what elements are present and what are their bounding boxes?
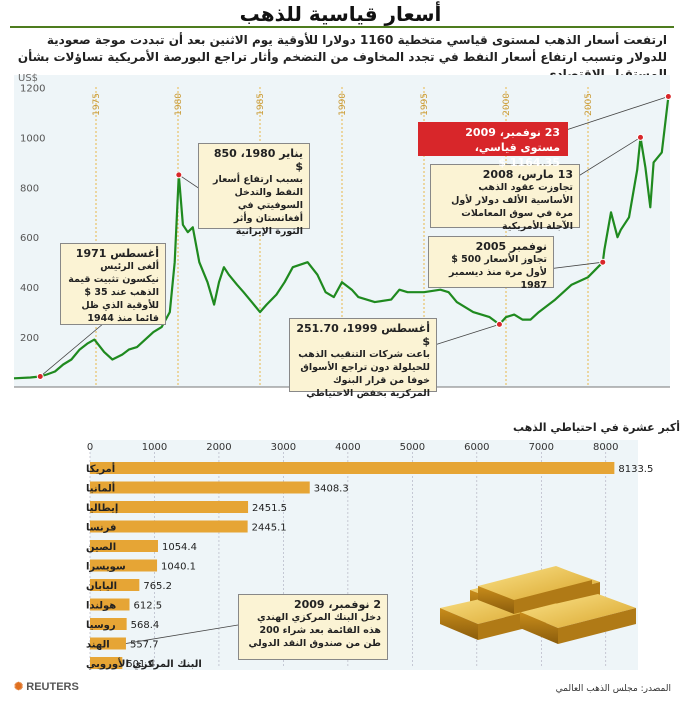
y-tick-label: 1200 <box>20 83 45 94</box>
x-tick-label: 1995 <box>420 93 430 116</box>
callout-2009-head: 23 نوفمبر، 2009 <box>465 126 560 139</box>
point-1980 <box>175 171 183 179</box>
y-axis-label: US$ <box>18 73 38 84</box>
source-note: المصدر: مجلس الذهب العالمي <box>555 684 671 694</box>
y-tick-label: 600 <box>20 233 39 244</box>
callout-2008-head: 13 مارس، 2008 <box>482 168 573 181</box>
bar-8 <box>90 618 127 630</box>
bar-value-label: 568.4 <box>131 620 160 631</box>
bar-value-label: 765.2 <box>143 581 172 592</box>
callout-1971: أغسطس 1971 ألغى الرئيس نيكسون تثبيت قيمة … <box>60 243 166 325</box>
point-2008 <box>636 133 644 141</box>
reuters-dot-icon: ✺ <box>14 681 24 693</box>
bar-1 <box>90 481 310 494</box>
india-leader <box>125 624 239 644</box>
title-divider <box>10 26 674 28</box>
bar-6 <box>90 579 140 591</box>
bar-x-tick-label: 2000 <box>206 442 231 453</box>
callout-1971-body: ألغى الرئيس نيكسون تثبيت قيمة الذهب عند … <box>68 261 159 324</box>
bar-category-label: فرنسا <box>86 523 116 534</box>
bar-value-label: 612.5 <box>133 601 162 612</box>
point-2009-leader <box>559 96 669 133</box>
callout-1999: أغسطس 1999، 251.70 $ باعت شركات التنقيب ا… <box>289 318 437 399</box>
callout-1999-body: باعت شركات التنقيب الذهب للحيلولة دون تر… <box>298 349 430 399</box>
x-tick-label: 1980 <box>174 93 184 116</box>
bar-value-label: 8133.5 <box>618 464 653 475</box>
callout-2005-body: تجاوز الأسعار 500 $ لأول مرة منذ ديسمبر … <box>448 254 547 291</box>
gold-price-line <box>13 96 670 380</box>
bar-x-tick-label: 7000 <box>529 442 554 453</box>
point-2005 <box>599 258 607 266</box>
callout-2005-head: نوفمبر 2005 <box>475 240 547 253</box>
point-1971-leader <box>39 317 111 377</box>
bar-0 <box>90 462 615 474</box>
y-tick-label: 1000 <box>20 133 45 144</box>
x-tick-label: 1975 <box>92 93 102 116</box>
bar-value-label: 1054.4 <box>162 542 197 553</box>
bar-3 <box>90 520 248 533</box>
bar-value-label: 2445.1 <box>252 523 287 534</box>
bar-category-label: ألمانيا <box>86 482 115 495</box>
y-tick-label: 200 <box>20 333 39 344</box>
callout-india-body: دخل البنك المركزي الهندي هذه القائمة بعد… <box>248 612 381 649</box>
callout-1980: يناير 1980، 850 $ بسبب ارتفاع أسعار النفط… <box>198 143 310 237</box>
bar-7 <box>90 598 130 611</box>
x-tick-label: 2005 <box>584 93 594 116</box>
callout-2008-body: تجاوزت عقود الذهب الأساسية الألف دولار ل… <box>451 182 573 232</box>
callout-2009-record: 23 نوفمبر، 2009 مستوى قياسي، 1164.35 $ <box>418 122 568 169</box>
reuters-wordmark: REUTERS <box>26 681 79 693</box>
bar-x-tick-label: 1000 <box>142 442 167 453</box>
callout-1971-head: أغسطس 1971 <box>75 247 159 260</box>
bar-x-tick-label: 5000 <box>400 442 425 453</box>
bar-chart-title: أكبر عشرة في احتياطي الذهب <box>512 421 680 434</box>
bar-category-label: روسيا <box>86 620 116 631</box>
bar-category-label: البنك المركزي الأوروبي <box>86 657 202 670</box>
bar-2 <box>90 501 249 513</box>
bar-category-label: أمريكا <box>86 462 115 475</box>
callout-2009-body: مستوى قياسي، 1164.35 $ <box>474 141 560 169</box>
bar-value-label: 557.7 <box>130 640 159 651</box>
chart-title: أسعار قياسية للذهب <box>239 2 442 26</box>
bar-4 <box>90 540 158 552</box>
callout-2005: نوفمبر 2005 تجاوز الأسعار 500 $ لأول مرة … <box>428 236 554 291</box>
y-tick-label: 400 <box>20 283 39 294</box>
bar-5 <box>90 559 158 572</box>
bar-x-tick-label: 3000 <box>271 442 296 453</box>
bar-category-label: هولندا <box>86 601 116 612</box>
x-tick-label: 1990 <box>338 93 348 116</box>
bar-10 <box>90 657 123 669</box>
callout-1980-head: يناير 1980، 850 $ <box>213 147 303 173</box>
callout-2008: 13 مارس، 2008 تجاوزت عقود الذهب الأساسية … <box>430 164 580 232</box>
reuters-logo: ✺ REUTERS <box>14 680 79 693</box>
callout-1999-head: أغسطس 1999، 251.70 $ <box>296 322 430 348</box>
bar-x-tick-label: 8000 <box>593 442 618 453</box>
bar-value-label: 3408.3 <box>314 484 349 495</box>
x-tick-label: 2000 <box>502 93 512 116</box>
bar-value-label: 2451.5 <box>252 503 287 514</box>
callout-1980-body: بسبب ارتفاع أسعار النفط والتدخل السوفيتي… <box>213 174 303 237</box>
bar-x-tick-label: 4000 <box>335 442 360 453</box>
point-1999 <box>495 320 503 328</box>
bar-value-label: 1040.1 <box>161 562 196 573</box>
point-2009 <box>664 92 672 100</box>
y-tick-label: 800 <box>20 183 39 194</box>
callout-india-head: 2 نوفمبر، 2009 <box>293 598 381 611</box>
bar-x-tick-label: 0 <box>87 442 93 453</box>
x-tick-label: 1985 <box>256 93 266 116</box>
bar-category-label: اليابان <box>86 581 117 592</box>
bar-category-label: سويسرا <box>86 562 126 573</box>
bar-9 <box>90 637 126 650</box>
bar-x-tick-label: 6000 <box>464 442 489 453</box>
bar-value-label: 501.4 <box>126 659 155 670</box>
bar-category-label: إيطاليا <box>86 503 118 514</box>
bar-category-label: الهند <box>86 640 110 651</box>
bar-category-label: الصين <box>86 542 116 553</box>
point-1971 <box>36 373 44 381</box>
callout-india: 2 نوفمبر، 2009 دخل البنك المركزي الهندي ه… <box>238 594 388 660</box>
